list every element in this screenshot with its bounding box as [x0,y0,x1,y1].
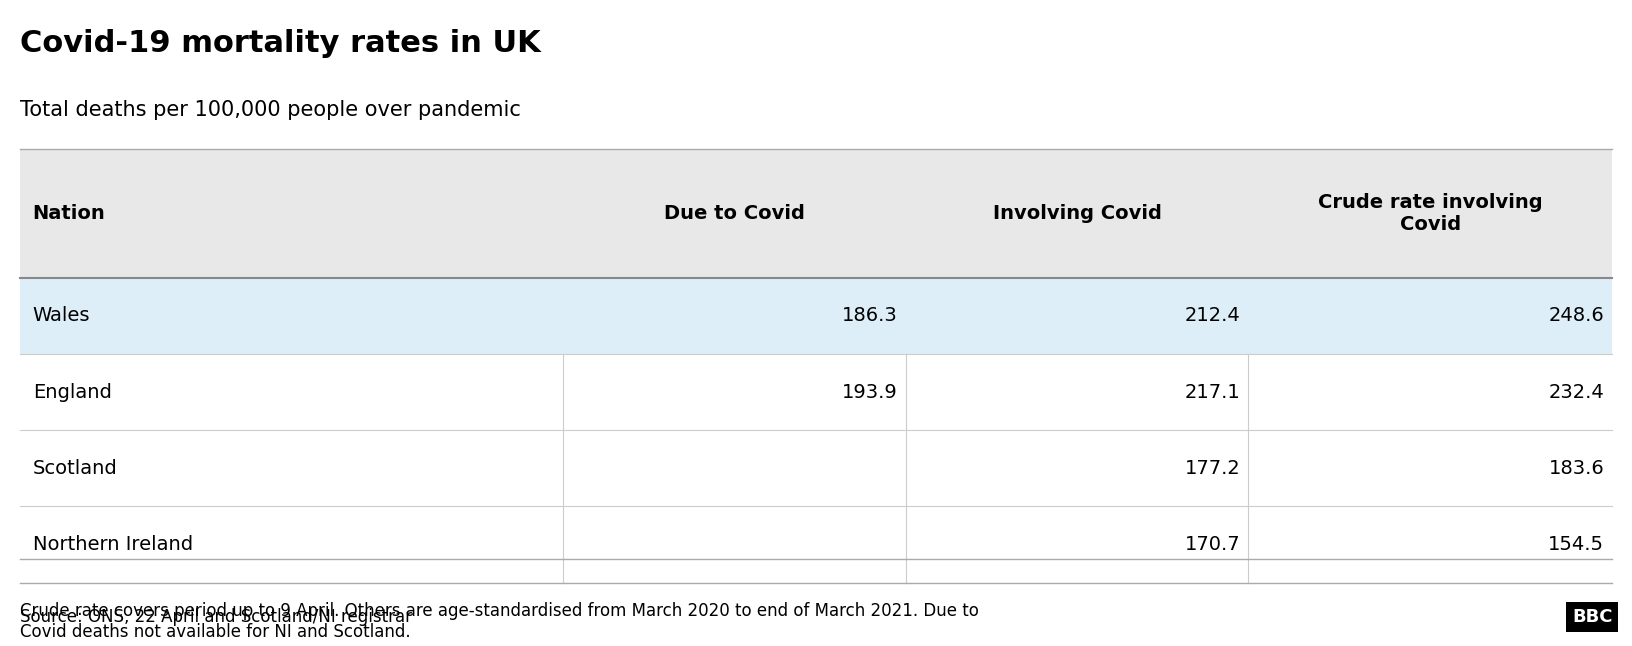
Text: 217.1: 217.1 [1185,382,1240,402]
Text: Northern Ireland: Northern Ireland [33,535,193,554]
Text: 248.6: 248.6 [1549,306,1604,326]
Text: 212.4: 212.4 [1185,306,1240,326]
Text: BBC: BBC [1572,608,1612,626]
Text: Nation: Nation [33,203,106,223]
Text: 154.5: 154.5 [1549,535,1604,554]
Text: Scotland: Scotland [33,459,118,478]
Text: 193.9: 193.9 [842,382,898,402]
Text: 177.2: 177.2 [1185,459,1240,478]
Text: Crude rate covers period up to 9 April. Others are age-standardised from March 2: Crude rate covers period up to 9 April. … [20,602,979,641]
Text: 186.3: 186.3 [842,306,898,326]
Text: Crude rate involving
Covid: Crude rate involving Covid [1319,193,1542,234]
Text: Total deaths per 100,000 people over pandemic: Total deaths per 100,000 people over pan… [20,100,521,120]
Text: 183.6: 183.6 [1549,459,1604,478]
Text: Wales: Wales [33,306,90,326]
Text: Due to Covid: Due to Covid [664,203,805,223]
Text: 170.7: 170.7 [1185,535,1240,554]
Text: Source: ONS, 22 April and Scotland/NI registrar: Source: ONS, 22 April and Scotland/NI re… [20,608,411,626]
Text: Involving Covid: Involving Covid [992,203,1162,223]
Text: 232.4: 232.4 [1549,382,1604,402]
Text: Covid-19 mortality rates in UK: Covid-19 mortality rates in UK [20,29,540,58]
Text: England: England [33,382,111,402]
